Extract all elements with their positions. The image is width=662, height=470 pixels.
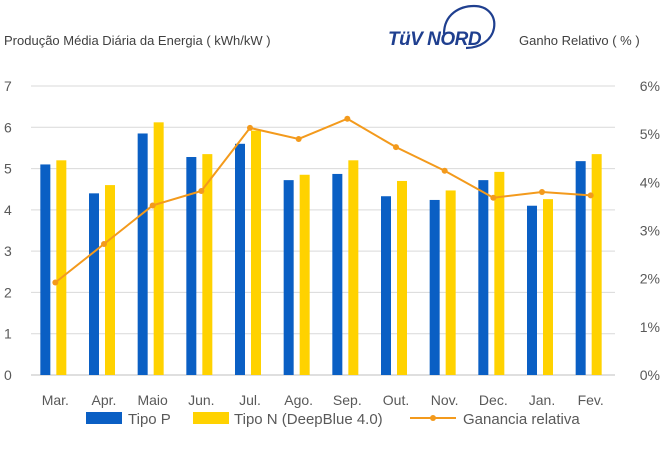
x-tick-label: Jul. <box>239 392 261 408</box>
right-tick-label: 2% <box>640 271 660 287</box>
left-tick-label: 0 <box>4 367 12 383</box>
right-tick-label: 4% <box>640 174 660 190</box>
left-tick-label: 7 <box>4 78 12 94</box>
bar-tipo-p <box>478 180 489 375</box>
logo-text: TüV NORD <box>388 29 482 50</box>
bar-tipo-p <box>283 180 294 375</box>
left-tick-label: 5 <box>4 161 12 177</box>
left-tick-label: 3 <box>4 243 12 259</box>
bar-tipo-n <box>153 122 164 376</box>
ganancia-point <box>101 240 107 247</box>
bar-tipo-p <box>235 143 245 375</box>
right-tick-label: 1% <box>640 319 660 335</box>
ganancia-point <box>247 124 253 131</box>
ganancia-point <box>441 167 448 174</box>
x-tick-label: Mar. <box>42 392 69 408</box>
x-tick-label: Nov. <box>431 392 459 408</box>
bar-tipo-n <box>251 130 261 375</box>
ganancia-point <box>587 192 594 199</box>
bar-tipo-n <box>299 174 310 375</box>
right-tick-label: 0% <box>640 367 660 383</box>
bar-tipo-p <box>575 161 586 375</box>
ganancia-point <box>344 115 351 122</box>
left-tick-label: 4 <box>4 202 12 218</box>
right-tick-label: 5% <box>640 126 660 142</box>
bar-tipo-n <box>202 154 213 375</box>
bar-tipo-p <box>527 205 537 375</box>
legend-swatch-line-marker <box>430 415 436 421</box>
bar-tipo-n <box>591 154 602 375</box>
bar-tipo-p <box>429 199 440 375</box>
ganancia-point <box>295 135 302 142</box>
right-tick-label: 3% <box>640 223 660 239</box>
bar-tipo-p <box>40 164 51 375</box>
tuv-nord-logo: TüV NORD <box>388 4 498 56</box>
legend-label-tipo-n: Tipo N (DeepBlue 4.0) <box>234 411 383 428</box>
legend-swatch-tipo-n <box>193 412 229 424</box>
ganancia-point <box>393 144 399 151</box>
bar-tipo-n <box>397 180 407 375</box>
x-tick-label: Out. <box>383 392 409 408</box>
x-tick-label: Ago. <box>284 392 313 408</box>
bar-tipo-p <box>381 196 391 375</box>
bar-tipo-p <box>186 157 197 375</box>
legend-swatch-tipo-p <box>86 412 122 424</box>
bar-tipo-p <box>332 173 343 375</box>
legend-label-ganancia: Ganancia relativa <box>463 411 580 428</box>
bar-tipo-n <box>56 160 67 375</box>
x-tick-label: Maio <box>137 392 168 408</box>
x-tick-label: Dec. <box>479 392 508 408</box>
bar-tipo-n <box>445 190 456 375</box>
left-axis-title: Produção Média Diária da Energia ( kWh/k… <box>4 33 271 48</box>
bar-tipo-n <box>105 185 115 375</box>
x-tick-label: Jun. <box>188 392 214 408</box>
legend-label-tipo-p: Tipo P <box>128 411 171 428</box>
ganancia-point <box>539 188 545 195</box>
x-tick-label: Sep. <box>333 392 362 408</box>
right-tick-label: 6% <box>640 78 660 94</box>
right-axis-title: Ganho Relativo ( % ) <box>519 33 640 48</box>
ganancia-point <box>198 188 205 195</box>
bar-tipo-p <box>89 193 99 375</box>
ganancia-point <box>490 194 497 201</box>
bar-tipo-n <box>348 160 359 375</box>
ganancia-point <box>149 202 156 209</box>
left-tick-label: 1 <box>4 326 12 342</box>
bar-tipo-n <box>494 171 505 375</box>
left-tick-label: 2 <box>4 284 12 300</box>
x-tick-label: Fev. <box>578 392 604 408</box>
bar-tipo-p <box>137 133 148 375</box>
x-tick-label: Jan. <box>529 392 555 408</box>
bar-tipo-n <box>543 199 553 375</box>
ganancia-point <box>52 279 59 286</box>
ganancia-line <box>54 117 591 284</box>
left-tick-label: 6 <box>4 119 12 135</box>
logo-arc-icon <box>442 4 496 50</box>
x-tick-label: Apr. <box>92 392 117 408</box>
